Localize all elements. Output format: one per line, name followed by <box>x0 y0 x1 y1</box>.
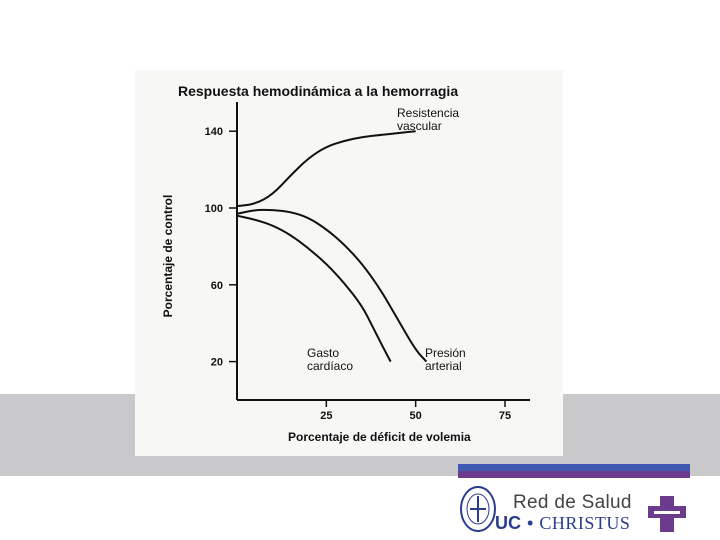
x-tick-label-50: 50 <box>410 410 422 422</box>
y-tick-label-20: 20 <box>211 357 223 369</box>
series-line-resistencia-vascular <box>236 130 416 208</box>
y-tick-label-140: 140 <box>205 126 223 138</box>
chart-axes: 20 60 100 140 25 50 75 <box>205 102 530 422</box>
christus-cross-icon <box>648 496 686 532</box>
series-label-line-resistencia-vascular-0: Resistencia <box>397 106 459 120</box>
logo-red-de-salud-text: Red de Salud <box>513 492 632 513</box>
series-label-line-resistencia-vascular-1: vascular <box>397 119 442 133</box>
series-label-gasto-cardiaco: Gasto cardíaco <box>307 346 353 373</box>
x-tick-label-25: 25 <box>320 410 332 422</box>
series-line-presion-arterial <box>236 208 428 363</box>
chart-svg: Respuesta hemodinámica a la hemorragia 2… <box>161 83 530 444</box>
university-seal-icon <box>460 486 496 532</box>
footer-blue-stripe <box>458 464 690 471</box>
x-axis-label: Porcentaje de déficit de volemia <box>288 430 471 444</box>
chart-series-layer: Resistencia vascular Presión arterial Gasto c… <box>236 106 466 373</box>
chart-title: Respuesta hemodinámica a la hemorragia <box>178 83 458 99</box>
logo-uc: UC <box>495 513 521 533</box>
y-axis-label: Porcentaje de control <box>161 195 175 318</box>
logo-uc-christus-text: UC • CHRISTUS <box>495 513 630 534</box>
x-tick-label-75: 75 <box>499 410 511 422</box>
series-line-gasto-cardiaco <box>236 214 392 363</box>
series-label-line-presion-arterial-1: arterial <box>425 359 462 373</box>
series-label-line-gasto-cardiaco-0: Gasto <box>307 346 339 360</box>
series-label-line-gasto-cardiaco-1: cardíaco <box>307 359 353 373</box>
series-label-presion-arterial: Presión arterial <box>425 346 466 373</box>
series-label-resistencia-vascular: Resistencia vascular <box>397 106 459 133</box>
y-tick-label-100: 100 <box>205 203 223 215</box>
red-de-salud-logo: Red de Salud UC • CHRISTUS <box>456 482 720 540</box>
footer-purple-stripe <box>458 471 690 478</box>
series-label-line-presion-arterial-0: Presión <box>425 346 466 360</box>
logo-dot: • <box>527 513 534 533</box>
logo-christus: CHRISTUS <box>539 513 631 533</box>
chart-figure: Respuesta hemodinámica a la hemorragia 2… <box>135 70 563 456</box>
y-tick-label-60: 60 <box>211 280 223 292</box>
